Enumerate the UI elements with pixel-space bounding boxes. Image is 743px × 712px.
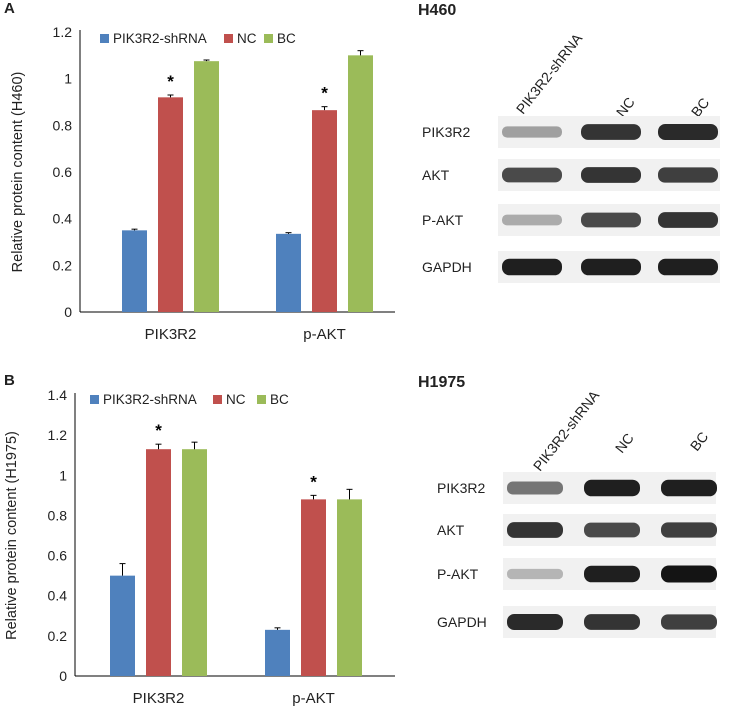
lane-label-pik3r2-shrna: PIK3R2-shRNA — [513, 30, 586, 117]
lane-label-nc: NC — [613, 94, 638, 120]
band-gapdh-nc — [584, 614, 640, 630]
significance-asterisk: * — [155, 421, 162, 440]
row-label-gapdh: GAPDH — [437, 614, 487, 630]
band-p-akt-bc — [661, 565, 717, 583]
band-pik3r2-bc — [658, 123, 718, 141]
lane-label-nc: NC — [612, 430, 637, 456]
bar-bc-pik3r2 — [194, 61, 219, 312]
band-pik3r2-nc — [584, 479, 640, 497]
band-p-akt-pik3r2-shrna — [507, 568, 563, 580]
x-tick-label: p-AKT — [303, 326, 346, 343]
panel-letter-b: B — [4, 372, 15, 389]
y-tick-label: 0.2 — [53, 257, 73, 273]
y-tick-label: 1.4 — [48, 387, 68, 403]
y-axis-label: Relative protein content (H1975) — [4, 431, 20, 640]
bar-nc-p-akt — [301, 499, 326, 676]
legend-swatch-bc — [264, 34, 273, 43]
band-akt-bc — [661, 522, 717, 538]
bar-nc-pik3r2 — [146, 449, 171, 676]
legend-swatch-pik3r2-shrna — [100, 34, 109, 43]
band-pik3r2-pik3r2-shrna — [502, 126, 562, 138]
y-tick-label: 0 — [64, 304, 72, 320]
legend-label-nc: NC — [237, 31, 257, 46]
band-gapdh-bc — [658, 258, 718, 276]
band-p-akt-bc — [658, 212, 718, 228]
row-label-p-akt: P-AKT — [422, 212, 464, 228]
x-tick-label: PIK3R2 — [145, 326, 197, 343]
legend-label-pik3r2-shrna: PIK3R2-shRNA — [103, 392, 197, 407]
bar-bc-pik3r2 — [182, 449, 207, 676]
band-pik3r2-pik3r2-shrna — [507, 481, 563, 495]
lane-label-pik3r2-shrna: PIK3R2-shRNA — [530, 392, 603, 474]
band-akt-pik3r2-shrna — [502, 167, 562, 183]
panel-letter-a: A — [4, 0, 15, 17]
lane-label-bc: BC — [687, 429, 712, 454]
band-p-akt-nc — [581, 212, 641, 228]
legend-swatch-nc — [213, 395, 222, 404]
significance-asterisk: * — [321, 84, 328, 103]
y-tick-label: 0.6 — [53, 164, 73, 180]
legend-label-nc: NC — [226, 392, 246, 407]
y-tick-label: 0.4 — [48, 588, 68, 604]
legend-swatch-bc — [257, 395, 266, 404]
band-gapdh-bc — [661, 614, 717, 630]
bar-pik3r2-shrna-pik3r2 — [122, 230, 147, 312]
x-tick-label: PIK3R2 — [133, 690, 185, 707]
x-tick-label: p-AKT — [292, 690, 335, 707]
y-tick-label: 0.2 — [48, 628, 68, 644]
legend-label-pik3r2-shrna: PIK3R2-shRNA — [113, 31, 207, 46]
bar-nc-pik3r2 — [158, 97, 183, 312]
bar-pik3r2-shrna-p-akt — [276, 233, 301, 312]
y-tick-label: 0.6 — [48, 548, 68, 564]
legend-swatch-nc — [224, 34, 233, 43]
row-label-p-akt: P-AKT — [437, 566, 479, 582]
bar-chart-h1975: Relative protein content (H1975) 0 0.2 0.4 0… — [4, 387, 395, 707]
y-tick-label: 0.8 — [53, 117, 73, 133]
western-blot-h1975: PIK3R2-shRNA NC BC PIK3R2 AKT P-AKT GAPDH — [437, 392, 717, 638]
bar-pik3r2-shrna-p-akt — [265, 629, 290, 676]
band-akt-nc — [581, 167, 641, 183]
band-pik3r2-bc — [661, 479, 717, 497]
bar-chart-h460: Relative protein content (H460) 0 0.2 0.4 0.… — [10, 24, 395, 343]
row-label-akt: AKT — [437, 522, 465, 538]
blot-title-h1975: H1975 — [418, 374, 466, 391]
bar-pik3r2-shrna-pik3r2 — [110, 575, 135, 676]
band-gapdh-nc — [581, 258, 641, 276]
band-pik3r2-nc — [581, 124, 641, 140]
band-gapdh-pik3r2-shrna — [502, 258, 562, 276]
y-tick-label: 1.2 — [53, 24, 73, 40]
row-label-pik3r2: PIK3R2 — [437, 480, 485, 496]
bar-bc-p-akt — [337, 499, 362, 676]
band-p-akt-pik3r2-shrna — [502, 214, 562, 226]
legend-swatch-pik3r2-shrna — [90, 395, 99, 404]
significance-asterisk: * — [310, 472, 317, 491]
bar-bc-p-akt — [348, 55, 373, 312]
y-axis-label: Relative protein content (H460) — [10, 72, 26, 273]
band-akt-bc — [658, 167, 718, 183]
legend-label-bc: BC — [270, 392, 289, 407]
band-akt-nc — [584, 522, 640, 538]
band-p-akt-nc — [584, 565, 640, 583]
significance-asterisk: * — [167, 72, 174, 91]
y-tick-label: 1.2 — [48, 427, 68, 443]
band-akt-pik3r2-shrna — [507, 522, 563, 538]
blot-title-h460: H460 — [418, 2, 457, 19]
y-tick-label: 1 — [64, 71, 72, 87]
row-label-akt: AKT — [422, 167, 450, 183]
y-tick-label: 0.4 — [53, 211, 73, 227]
y-tick-label: 1 — [59, 467, 67, 483]
row-label-pik3r2: PIK3R2 — [422, 124, 470, 140]
y-tick-label: 0.8 — [48, 507, 68, 523]
y-tick-label: 0 — [59, 668, 67, 684]
bar-nc-p-akt — [312, 110, 337, 313]
row-label-gapdh: GAPDH — [422, 259, 472, 275]
band-gapdh-pik3r2-shrna — [507, 613, 563, 631]
legend-label-bc: BC — [277, 31, 296, 46]
